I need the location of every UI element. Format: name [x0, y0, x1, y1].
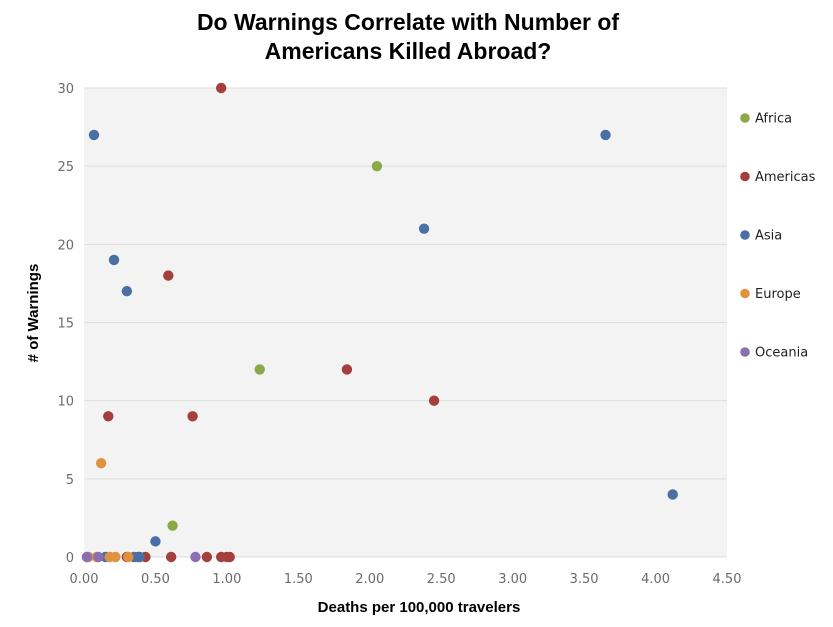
point-asia	[121, 286, 133, 297]
x-axis-ticks: 0.00 0.50 1.00 1.50 2.00 2.50 3.00 3.50 4.00 4.50	[70, 572, 742, 587]
gridlines	[84, 87, 727, 558]
x-tick-label: 1.00	[212, 572, 241, 587]
x-tick-label: 2.00	[355, 572, 384, 587]
y-tick-label: 30	[57, 82, 74, 97]
legend-label-oceania: Oceania	[755, 346, 808, 361]
point-africa	[371, 160, 383, 172]
point-europe	[123, 551, 134, 563]
point-oceania	[93, 551, 104, 563]
point-asia	[88, 129, 100, 141]
point-oceania	[81, 551, 93, 563]
legend-marker-europe	[740, 288, 750, 299]
point-asia	[150, 536, 161, 547]
chart-title: Do Warnings Correlate with Number of Ame…	[0, 8, 816, 66]
data-points	[81, 82, 678, 563]
legend: Africa Americas Asia Europe Oceania	[740, 112, 816, 361]
point-americas	[103, 411, 114, 422]
point-americas	[341, 364, 353, 375]
point-americas	[163, 270, 174, 281]
point-asia	[108, 254, 120, 266]
y-tick-label: 15	[57, 317, 74, 332]
y-tick-label: 20	[57, 238, 74, 253]
legend-label-europe: Europe	[755, 287, 801, 302]
x-tick-label: 2.50	[427, 572, 456, 587]
y-tick-label: 5	[66, 473, 74, 488]
point-americas	[428, 395, 440, 406]
y-tick-label: 10	[57, 395, 74, 410]
x-tick-label: 0.50	[141, 572, 170, 587]
point-africa	[254, 364, 265, 375]
point-americas	[187, 411, 198, 422]
x-tick-label: 4.00	[641, 572, 670, 587]
legend-label-africa: Africa	[755, 112, 792, 127]
point-europe	[95, 458, 107, 469]
y-tick-label: 25	[57, 160, 74, 175]
point-asia	[667, 489, 678, 500]
x-tick-label: 4.50	[713, 572, 742, 587]
point-americas	[165, 551, 177, 563]
point-asia	[418, 223, 430, 234]
point-americas	[215, 82, 227, 94]
x-tick-label: 3.00	[498, 572, 527, 587]
chart-title-line-2: Americans Killed Abroad?	[264, 38, 552, 64]
legend-marker-asia	[740, 230, 750, 240]
x-tick-label: 0.00	[70, 572, 99, 587]
chart-title-line-1: Do Warnings Correlate with Number of	[196, 9, 620, 35]
legend-marker-oceania	[740, 347, 750, 357]
y-tick-label: 0	[66, 551, 74, 566]
point-africa	[167, 520, 178, 531]
legend-marker-africa	[740, 113, 750, 123]
y-axis-label: # of Warnings	[25, 264, 42, 363]
point-americas	[201, 551, 213, 563]
x-tick-label: 3.50	[570, 572, 599, 587]
legend-label-asia: Asia	[755, 229, 782, 244]
point-americas	[224, 551, 235, 563]
point-europe	[110, 551, 121, 563]
y-axis-ticks: 0 5 10 15 20 25 30	[57, 82, 74, 566]
point-asia	[134, 551, 145, 563]
legend-label-americas: Americas	[755, 170, 816, 185]
x-axis-label: Deaths per 100,000 travelers	[318, 599, 521, 616]
legend-marker-americas	[740, 171, 750, 182]
x-tick-label: 1.50	[284, 572, 313, 587]
point-asia	[600, 129, 611, 141]
point-oceania	[190, 551, 201, 563]
